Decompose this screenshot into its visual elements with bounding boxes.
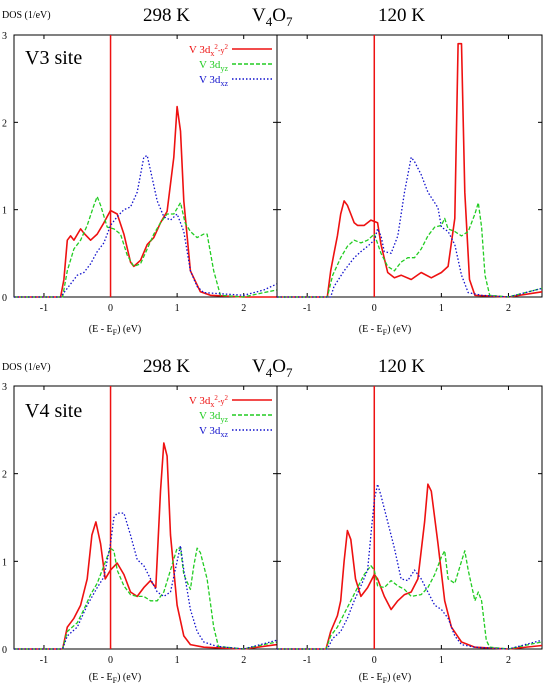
x-tick-label: -1 — [40, 303, 48, 314]
y-tick-label: 3 — [2, 31, 7, 42]
xlabel-bottom-right: (E - EF) (eV) — [359, 672, 412, 685]
temp-label-bottom-right: 120 K — [378, 356, 425, 377]
plot-frame — [276, 385, 543, 650]
y-tick-label: 2 — [2, 470, 7, 481]
series-line-3 — [14, 154, 278, 298]
plot-frame — [13, 34, 278, 298]
series-line-2 — [277, 202, 543, 298]
panel-v3-120k: -1 0 1 2 — [276, 34, 543, 314]
panel-v3-298k: -1 0 1 2 0 1 2 3 — [2, 31, 278, 314]
y-tick-label: 3 — [2, 382, 7, 393]
ylabel-bottom: DOS (1/eV) — [2, 362, 51, 373]
panel-v4-298k: -1 0 1 2 0 1 2 3 — [2, 382, 278, 666]
series-line-3 — [277, 156, 543, 298]
plot-frame — [13, 385, 278, 650]
site-label-v4: V4 site — [25, 400, 82, 422]
y-tick-label: 0 — [2, 645, 7, 656]
series-line-1 — [14, 105, 277, 298]
compound-label-top: V4O7 — [252, 5, 293, 29]
xlabel-top-right: (E - EF) (eV) — [359, 324, 412, 337]
temp-label-bottom-left: 298 K — [143, 356, 190, 377]
series-line-1 — [14, 442, 278, 650]
x-tick-label: 2 — [506, 303, 511, 314]
site-label-v3: V3 site — [25, 47, 82, 69]
legend-label: V 3dx2-y2 — [189, 43, 229, 58]
x-tick-label: 1 — [439, 655, 444, 666]
series-line-2 — [14, 547, 278, 650]
y-tick-label: 2 — [2, 118, 7, 129]
compound-label-bottom: V4O7 — [252, 356, 293, 380]
xlabel-top-left: (E - EF) (eV) — [89, 324, 142, 337]
series-line-1 — [277, 42, 543, 298]
x-tick-label: 2 — [241, 655, 246, 666]
legend-label: V 3dyz — [199, 59, 229, 73]
x-tick-label: 2 — [506, 655, 511, 666]
temp-label-top-left: 298 K — [143, 5, 190, 26]
x-tick-label: -1 — [303, 655, 311, 666]
x-tick-label: 0 — [108, 655, 113, 666]
legend-label: V 3dyz — [199, 410, 229, 424]
series-line-3 — [14, 512, 278, 650]
x-tick-label: 2 — [241, 303, 246, 314]
plot-frame — [276, 34, 543, 298]
series-line-1 — [277, 483, 543, 650]
ylabel-top: DOS (1/eV) — [2, 10, 51, 21]
x-tick-label: 0 — [108, 303, 113, 314]
x-tick-label: -1 — [303, 303, 311, 314]
x-tick-label: -1 — [40, 655, 48, 666]
y-tick-label: 1 — [2, 206, 7, 217]
legend-label: V 3dx2-y2 — [189, 394, 229, 409]
x-tick-label: 1 — [175, 303, 180, 314]
x-tick-label: 1 — [439, 303, 444, 314]
series-line-3 — [277, 483, 543, 650]
series-line-2 — [14, 195, 278, 298]
y-tick-label: 1 — [2, 557, 7, 568]
x-tick-label: 0 — [372, 303, 377, 314]
xlabel-bottom-left: (E - EF) (eV) — [89, 672, 142, 685]
temp-label-top-right: 120 K — [378, 5, 425, 26]
x-tick-label: 1 — [175, 655, 180, 666]
legend-label: V 3dxz — [199, 425, 229, 439]
y-tick-label: 0 — [2, 293, 7, 304]
legend-label: V 3dxz — [199, 74, 229, 88]
panel-v4-120k: -1 0 1 2 — [276, 385, 543, 666]
series-line-2 — [277, 550, 543, 650]
x-tick-label: 0 — [372, 655, 377, 666]
